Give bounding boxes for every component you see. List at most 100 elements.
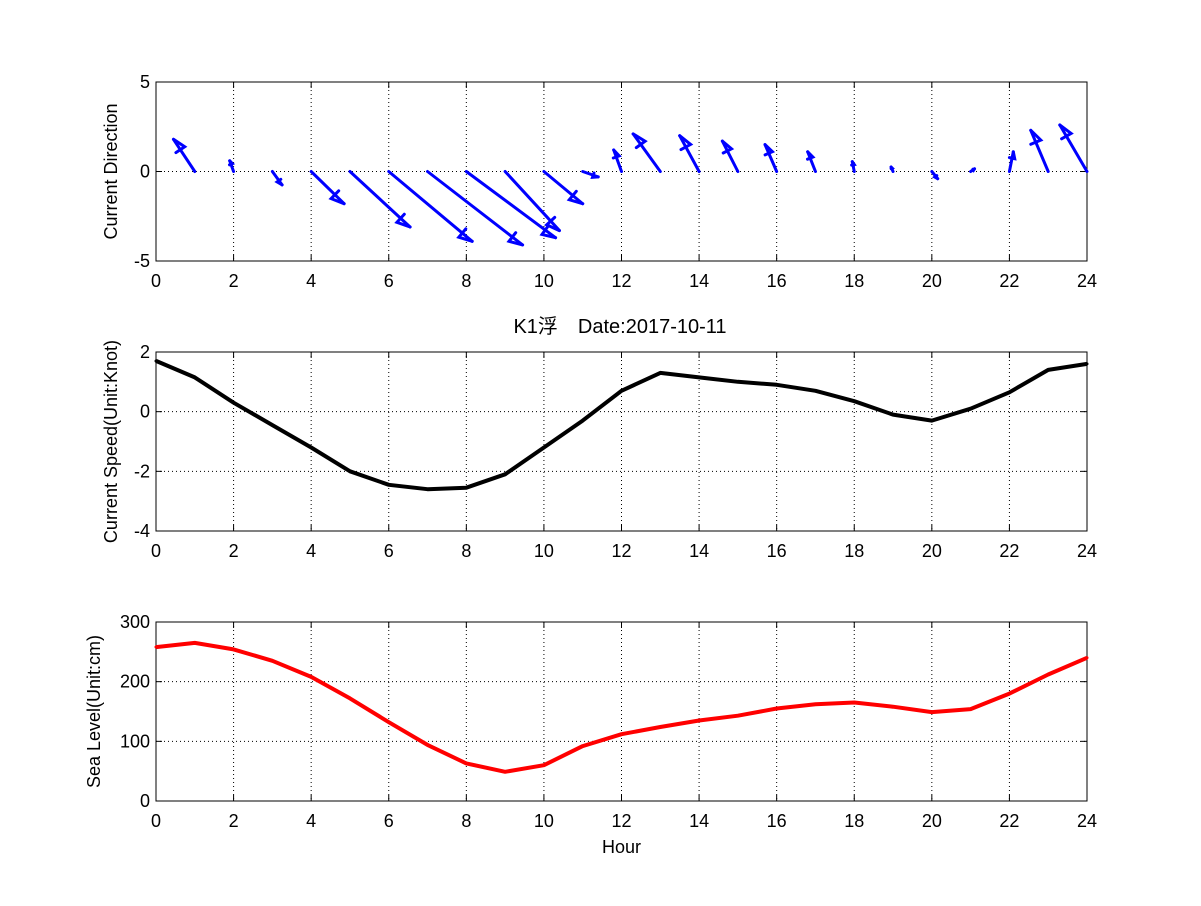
data-point	[1007, 692, 1011, 696]
arrow-shaft	[426, 170, 525, 247]
x-axis-label: Hour	[602, 837, 641, 857]
x-tick-label: 8	[461, 541, 471, 561]
x-tick-label: 4	[306, 811, 316, 831]
quiver-arrow	[581, 170, 600, 179]
x-tick-label: 22	[999, 541, 1019, 561]
quiver-arrow	[387, 170, 474, 243]
arrow-head	[631, 132, 648, 150]
x-tick-label: 14	[689, 541, 709, 561]
data-point	[736, 714, 740, 718]
data-point	[387, 483, 391, 487]
data-point	[426, 743, 430, 747]
data-point	[1007, 390, 1011, 394]
data-point	[775, 707, 779, 711]
quiver-arrow	[1007, 150, 1017, 173]
data-point	[387, 720, 391, 724]
arrow-shaft	[763, 143, 779, 173]
y-tick-label: 200	[120, 672, 150, 692]
x-tick-label: 16	[767, 271, 787, 291]
quiver-arrow	[631, 132, 662, 173]
y-tick-label: 0	[140, 791, 150, 811]
arrow-head	[1058, 123, 1074, 141]
x-tick-label: 18	[844, 541, 864, 561]
data-point	[1085, 656, 1089, 660]
y-tick-label: 2	[140, 342, 150, 362]
quiver-arrow	[720, 139, 740, 173]
x-tick-label: 24	[1077, 541, 1097, 561]
data-point	[154, 645, 158, 649]
arrow-head	[456, 227, 474, 243]
y-axis-label: Current Direction	[101, 103, 121, 239]
arrow-head	[274, 177, 284, 187]
quiver-arrow	[850, 160, 857, 173]
data-point	[658, 371, 662, 375]
arrow-shaft	[1029, 128, 1050, 173]
arrow-shaft	[171, 137, 197, 173]
quiver-arrow	[1029, 128, 1050, 173]
data-point	[891, 705, 895, 709]
arrow-head	[806, 150, 816, 161]
arrow-head	[720, 139, 735, 155]
x-tick-label: 0	[151, 811, 161, 831]
x-tick-label: 8	[461, 811, 471, 831]
data-point	[348, 696, 352, 700]
quiver-arrow	[348, 170, 412, 229]
data-point	[193, 641, 197, 645]
data-point	[1085, 362, 1089, 366]
arrow-head	[932, 174, 940, 181]
arrow-head	[763, 143, 776, 157]
x-tick-label: 12	[611, 811, 631, 831]
quiver-arrow	[309, 170, 346, 206]
data-point	[620, 732, 623, 736]
x-tick-label: 0	[151, 271, 161, 291]
arrow-shaft	[720, 139, 740, 173]
x-tick-label: 10	[534, 811, 554, 831]
y-tick-label: 5	[140, 72, 150, 92]
arrow-shaft	[1058, 123, 1089, 173]
x-tick-label: 24	[1077, 811, 1097, 831]
quiver-arrow	[464, 170, 558, 240]
data-point	[813, 389, 817, 393]
data-point	[852, 701, 856, 705]
data-point	[620, 389, 623, 393]
x-tick-label: 6	[384, 811, 394, 831]
data-point	[697, 375, 701, 379]
data-point	[581, 744, 585, 748]
arrow-shaft	[542, 170, 585, 206]
arrow-head	[394, 212, 412, 229]
data-point	[464, 761, 468, 765]
data-point	[193, 375, 197, 379]
arrow-head	[172, 137, 188, 155]
arrow-head	[328, 189, 346, 206]
data-point	[232, 647, 236, 651]
x-tick-label: 10	[534, 271, 554, 291]
quiver-arrow	[969, 167, 977, 173]
y-tick-label: -4	[134, 521, 150, 541]
arrow-shaft	[387, 170, 474, 243]
x-tick-label: 2	[229, 811, 239, 831]
quiver-arrow	[270, 170, 284, 187]
y-tick-label: 0	[140, 402, 150, 422]
arrow-head	[889, 165, 895, 171]
arrow-head	[544, 215, 561, 233]
quiver-arrow	[678, 134, 701, 173]
arrow-head	[228, 159, 236, 167]
quiver-arrow	[930, 170, 940, 181]
x-tick-label: 20	[922, 811, 942, 831]
x-tick-label: 0	[151, 541, 161, 561]
data-point	[1046, 673, 1050, 677]
x-tick-label: 2	[229, 541, 239, 561]
data-point	[309, 445, 313, 449]
x-tick-label: 6	[384, 271, 394, 291]
x-tick-label: 18	[844, 811, 864, 831]
y-tick-label: -2	[134, 461, 150, 481]
arrow-head	[566, 189, 585, 206]
x-tick-label: 10	[534, 541, 554, 561]
data-point	[542, 445, 546, 449]
quiver-arrow	[611, 148, 623, 173]
quiver-arrow	[1058, 123, 1089, 173]
